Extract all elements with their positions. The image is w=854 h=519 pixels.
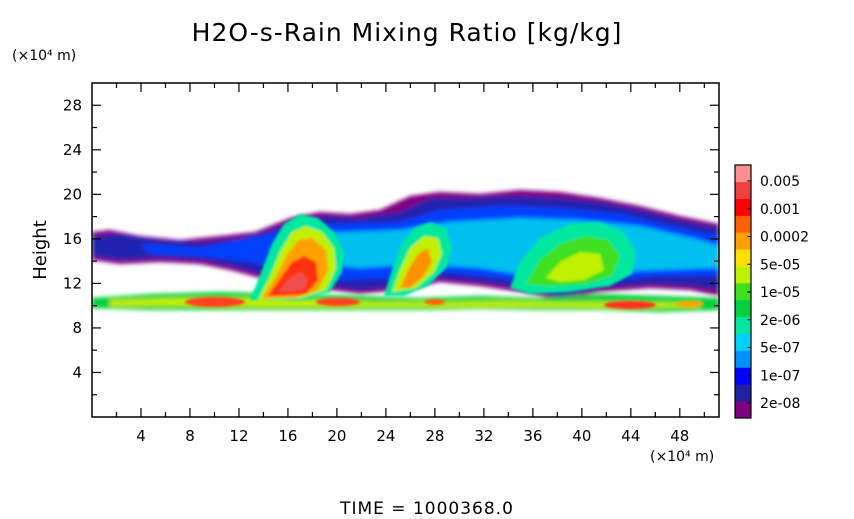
lower-hotspot-4 (604, 301, 656, 309)
colorbar-swatch (735, 198, 751, 216)
colorbar-swatch (735, 165, 751, 183)
colorbar-label: 1e-07 (760, 368, 800, 384)
colorbar: 0.005 0.001 0.0002 5e-05 1e-05 2e-06 5e-07 1e-0… (734, 164, 809, 419)
x-axis: 4 8 12 16 20 24 28 32 36 40 44 48 (115, 83, 705, 445)
y-axis-label: Height (30, 220, 51, 280)
y-tick-label: 24 (63, 141, 82, 159)
cell1-hot (268, 256, 318, 296)
x-tick-label: 36 (523, 427, 542, 445)
y-tick-label: 12 (63, 274, 82, 292)
y-tick-label: 8 (72, 319, 82, 337)
x-tick-label: 8 (185, 427, 195, 445)
colorbar-label: 1e-05 (760, 285, 800, 301)
x-axis-unit: (×10⁴ m) (650, 449, 714, 465)
x-tick-label: 20 (327, 427, 346, 445)
x-tick-label: 48 (670, 427, 689, 445)
time-label: TIME = 1000368.0 (339, 499, 514, 519)
x-tick-label: 16 (278, 427, 297, 445)
y-tick-label: 4 (72, 363, 82, 381)
chart-title: H2O-s-Rain Mixing Ratio [kg/kg] (192, 18, 623, 47)
colorbar-label: 5e-07 (760, 341, 800, 357)
plot-frame (91, 82, 720, 418)
region-lower-core (110, 298, 700, 308)
cell1-core (278, 272, 308, 292)
colorbar-label: 0.0002 (760, 230, 809, 246)
lower-hotspot-2 (316, 298, 360, 306)
colorbar-swatch (735, 350, 751, 368)
heatmap-field (92, 190, 719, 312)
colorbar-swatch (735, 266, 751, 284)
colorbar-swatch (735, 215, 751, 233)
colorbar-swatch (735, 316, 751, 334)
colorbar-swatch (735, 249, 751, 267)
x-tick-label: 28 (425, 427, 444, 445)
x-tick-label: 24 (376, 427, 395, 445)
x-tick-label: 40 (572, 427, 591, 445)
colorbar-label: 0.001 (760, 202, 800, 218)
y-tick-label: 16 (63, 230, 82, 248)
cell3-warm (546, 252, 604, 282)
lower-hotspot-3 (425, 299, 445, 305)
lower-hotspot-5 (676, 301, 704, 307)
x-tick-label: 32 (474, 427, 493, 445)
colorbar-label: 2e-06 (760, 313, 800, 329)
x-tick-label: 12 (229, 427, 248, 445)
colorbar-swatch (735, 384, 751, 402)
cell2-warm (400, 248, 432, 288)
y-axis-unit: (×10⁴ m) (12, 48, 76, 64)
colorbar-swatch (735, 401, 751, 419)
y-axis: 4 8 12 16 20 24 28 (63, 96, 719, 396)
colorbar-swatch (735, 283, 751, 301)
x-tick-label: 4 (136, 427, 146, 445)
colorbar-label: 2e-08 (760, 396, 800, 412)
colorbar-swatch (735, 367, 751, 385)
colorbar-swatch (735, 232, 751, 250)
x-tick-label: 44 (621, 427, 640, 445)
y-tick-label: 20 (63, 185, 82, 203)
colorbar-swatch (735, 299, 751, 318)
y-tick-label: 28 (63, 96, 82, 114)
lower-hotspot-1 (185, 297, 245, 307)
colorbar-swatch (735, 333, 751, 351)
colorbar-label: 0.005 (760, 174, 800, 190)
colorbar-swatch (735, 181, 751, 200)
colorbar-label: 5e-05 (760, 257, 800, 273)
